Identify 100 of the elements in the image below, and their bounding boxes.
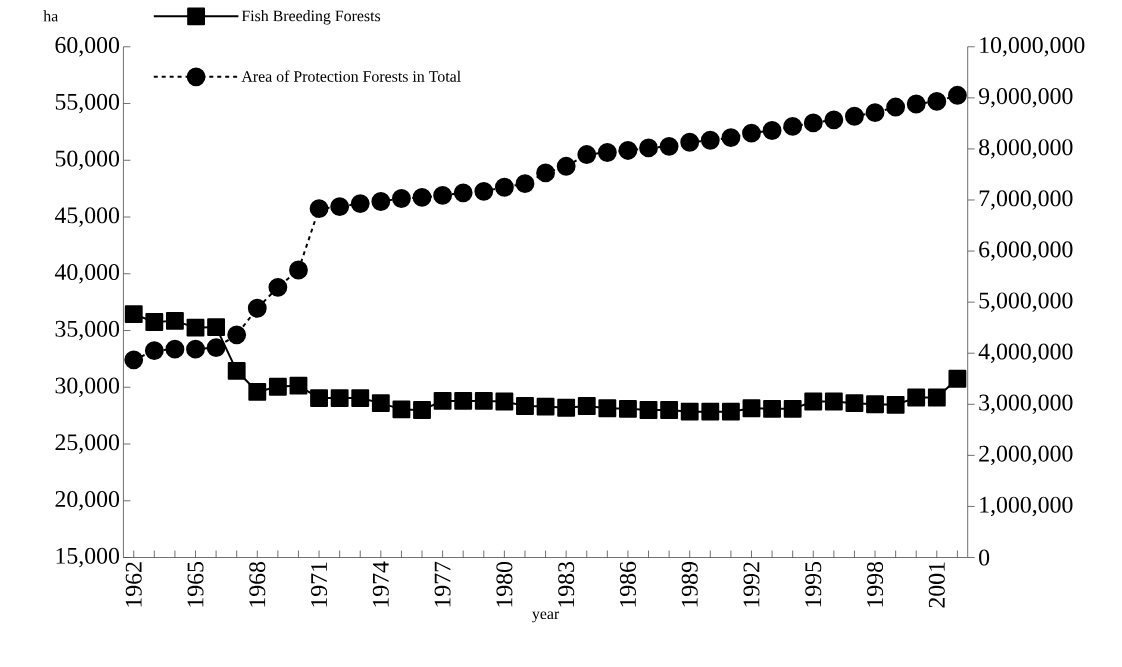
point — [639, 138, 658, 158]
point — [803, 113, 823, 133]
point — [412, 188, 432, 207]
y2-tick-label: 2,000,000 — [979, 445, 1073, 466]
point — [515, 174, 535, 194]
x-tick-label: 1965 — [187, 561, 204, 607]
point — [124, 305, 143, 323]
point — [289, 260, 308, 280]
point — [165, 311, 184, 330]
x-tick-label: 2001 — [928, 562, 945, 608]
point — [227, 361, 246, 380]
point — [392, 189, 411, 208]
y2-tick-label: 8,000,000 — [979, 139, 1073, 159]
y-tick-label: 55,000 — [55, 93, 120, 114]
point — [495, 392, 514, 411]
point — [619, 399, 637, 418]
point — [556, 156, 576, 176]
point — [845, 394, 864, 413]
x-tick-label: 1989 — [681, 561, 698, 607]
point — [227, 325, 247, 345]
point — [721, 128, 741, 148]
point — [454, 391, 473, 410]
y2-tick-label: 1,000,000 — [980, 496, 1073, 517]
x-tick-label: 1968 — [249, 561, 266, 607]
y-tick-label: 20,000 — [55, 491, 120, 511]
point — [268, 277, 288, 297]
point — [289, 376, 308, 395]
point — [763, 399, 781, 418]
point — [701, 402, 720, 421]
point — [207, 318, 226, 337]
y-axis-title: ha — [43, 10, 59, 22]
point — [700, 130, 720, 150]
point — [639, 401, 658, 419]
point — [927, 91, 947, 111]
x-axis-title: year — [532, 611, 560, 623]
x-tick-label: 1998 — [867, 561, 884, 607]
point — [474, 181, 494, 201]
y2-tick-label: 10,000,000 — [980, 37, 1085, 57]
x-tick-label: 1974 — [372, 561, 389, 607]
point — [947, 85, 967, 105]
y2-tick-label: 0 — [979, 549, 990, 566]
point — [907, 388, 926, 407]
y-tick-label: 40,000 — [54, 264, 120, 284]
point — [577, 397, 596, 415]
point — [371, 192, 391, 211]
x-tick-label: 1992 — [743, 562, 760, 607]
y2-tick-label: 9,000,000 — [978, 88, 1073, 108]
point — [597, 143, 617, 162]
point — [866, 395, 884, 414]
x-tick-label: 1995 — [805, 561, 822, 607]
y-tick-label: 25,000 — [55, 434, 120, 454]
point — [247, 298, 267, 318]
point — [453, 183, 473, 203]
point — [268, 377, 287, 396]
y-tick-label: 35,000 — [55, 320, 120, 341]
y2-tick-label: 4,000,000 — [978, 343, 1073, 363]
point — [351, 389, 370, 407]
point — [310, 389, 328, 407]
point — [824, 110, 844, 130]
x-tick-label: 1980 — [496, 561, 513, 607]
point — [186, 339, 205, 359]
point — [309, 199, 329, 219]
point — [927, 388, 946, 407]
point — [948, 369, 967, 388]
point — [392, 400, 411, 419]
point — [886, 97, 906, 117]
point — [906, 94, 926, 114]
y-tick-label: 30,000 — [55, 377, 120, 397]
point — [680, 402, 699, 421]
point — [413, 401, 431, 419]
y-tick-label: 60,000 — [55, 37, 120, 57]
point — [598, 399, 617, 418]
point — [845, 106, 864, 126]
point — [680, 132, 700, 152]
point — [886, 395, 905, 414]
point — [474, 391, 493, 410]
point — [742, 123, 761, 143]
point — [536, 397, 555, 416]
point — [824, 392, 843, 411]
y-tick-label: 15,000 — [56, 547, 120, 568]
x-tick-label: 1977 — [434, 561, 451, 607]
point — [618, 141, 638, 160]
point — [783, 117, 803, 136]
y-tick-label: 45,000 — [54, 207, 120, 227]
point — [742, 399, 761, 418]
x-tick-label: 1971 — [311, 562, 328, 607]
point — [371, 394, 390, 413]
point — [804, 392, 823, 411]
point — [206, 338, 226, 358]
point — [557, 398, 576, 417]
point — [577, 145, 597, 164]
y2-tick-label: 7,000,000 — [979, 190, 1073, 210]
point — [330, 197, 350, 217]
point — [124, 350, 144, 370]
y-tick-label: 50,000 — [55, 150, 120, 170]
y2-tick-label: 6,000,000 — [979, 241, 1073, 261]
x-tick-label: 1962 — [125, 562, 142, 607]
y2-tick-label: 5,000,000 — [979, 292, 1073, 312]
y2-tick-label: 3,000,000 — [979, 394, 1073, 415]
point — [144, 341, 164, 361]
